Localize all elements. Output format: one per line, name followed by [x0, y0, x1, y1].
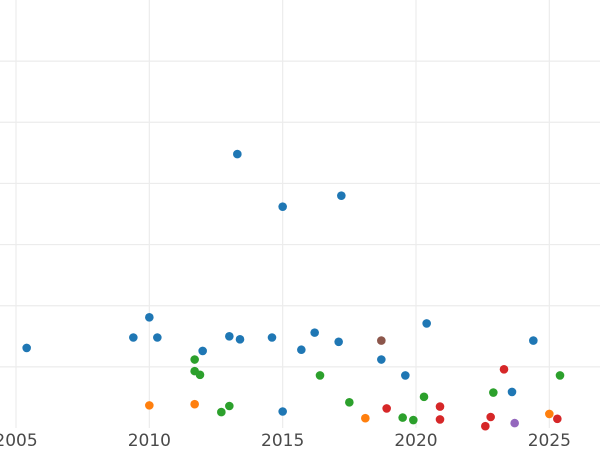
data-point: [190, 355, 199, 364]
data-point: [225, 331, 234, 341]
data-point: [419, 392, 429, 402]
data-point: [22, 343, 31, 353]
data-point: [481, 421, 490, 431]
data-point: [510, 418, 519, 428]
data-point: [190, 399, 199, 409]
data-point: [401, 371, 410, 380]
x-tick-label: 2010: [128, 431, 171, 450]
x-tick-label: 2015: [261, 431, 304, 450]
data-point: [555, 371, 565, 380]
x-tick-label: 2020: [394, 431, 437, 450]
data-point: [297, 345, 306, 355]
data-point: [409, 415, 418, 425]
data-point: [435, 415, 445, 424]
data-point: [235, 335, 245, 344]
data-point: [129, 333, 138, 342]
data-point: [278, 202, 287, 211]
x-tick-label: 2025: [528, 431, 571, 450]
data-point: [489, 388, 498, 397]
x-axis-ticks: 2005 2010 2015 2020 2025: [0, 431, 571, 450]
data-point: [345, 398, 354, 407]
data-point: [361, 413, 370, 423]
data-point: [315, 371, 325, 380]
data-point: [435, 402, 445, 411]
data-point: [553, 414, 562, 424]
data-point: [377, 336, 386, 345]
data-point: [507, 387, 517, 397]
data-point: [145, 401, 154, 410]
data-point: [217, 407, 226, 417]
data-point: [382, 404, 391, 413]
data-point: [267, 333, 277, 342]
data-point: [310, 328, 319, 337]
data-point: [225, 401, 234, 411]
data-point: [377, 355, 386, 364]
data-point: [337, 191, 346, 200]
data-points: [22, 149, 565, 431]
data-point: [529, 336, 538, 345]
x-tick-label: 2005: [0, 431, 38, 450]
data-point: [499, 365, 509, 374]
data-point: [195, 370, 205, 380]
data-point: [153, 333, 162, 342]
data-point: [334, 337, 343, 347]
data-point: [486, 412, 495, 422]
data-point: [233, 149, 242, 159]
data-point: [278, 407, 287, 416]
data-point: [198, 346, 207, 356]
data-point: [545, 409, 554, 419]
data-point: [398, 413, 407, 422]
gridlines: [0, 0, 600, 428]
data-point: [145, 313, 154, 322]
data-point: [422, 319, 431, 328]
